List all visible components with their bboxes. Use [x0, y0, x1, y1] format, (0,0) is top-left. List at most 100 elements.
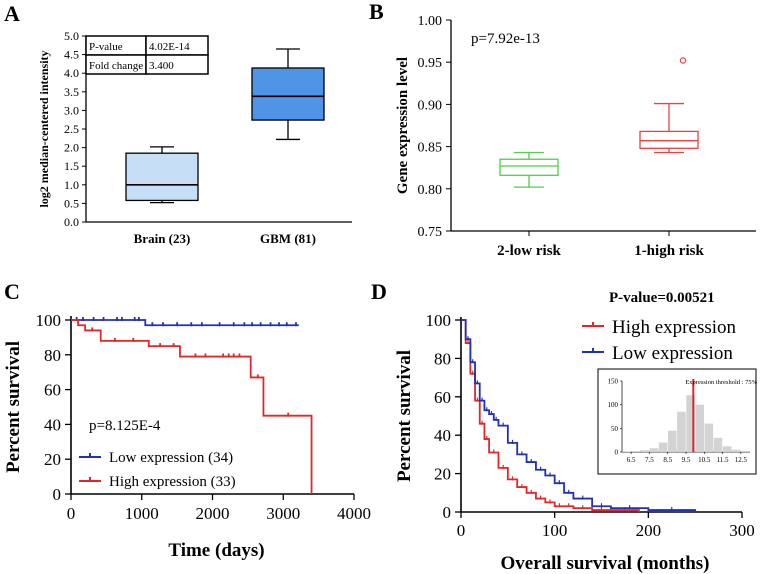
x-axis-title: Overall survival (months)	[501, 553, 710, 574]
legend-label: High expression (33)	[109, 474, 236, 490]
y-tick-label: 3.5	[64, 85, 79, 99]
y-axis-title: Percent survival	[394, 350, 415, 482]
x-tick-label: 2000	[196, 504, 230, 523]
y-tick-label: 20	[434, 465, 451, 484]
survival-curve	[71, 319, 313, 494]
legend-label: Low expression	[612, 343, 733, 364]
y-tick-label: 2.5	[64, 122, 79, 136]
p-value-annotation: P-value=0.00521	[609, 290, 715, 306]
histogram-bar	[704, 423, 714, 452]
histogram-bar	[695, 404, 704, 452]
p-value-annotation: p=8.125E-4	[89, 418, 161, 434]
y-tick-label: 1.0	[64, 178, 79, 192]
y-tick-label: 0	[443, 503, 452, 522]
y-tick-label: 0.75	[418, 225, 443, 240]
y-tick-label: 2.0	[64, 141, 79, 155]
y-tick-label: 20	[44, 450, 61, 469]
panel-c-label: C	[4, 279, 20, 304]
y-tick-label: 1.5	[64, 159, 79, 173]
x-tick-label: 3000	[266, 504, 300, 523]
y-tick-label: 40	[44, 415, 61, 434]
y-tick-label: 60	[44, 381, 61, 400]
y-axis-title: Percent survival	[3, 341, 24, 473]
x-category-label: 2-low risk	[497, 243, 561, 259]
inset-x-tick-label: 9.5	[682, 456, 691, 464]
histogram-bar	[640, 450, 650, 452]
table-label: P-value	[89, 41, 123, 53]
x-axis-title: Time (days)	[168, 540, 264, 561]
y-tick-label: 4.0	[64, 66, 79, 80]
y-tick-label: 100	[426, 311, 452, 330]
y-tick-label: 40	[434, 426, 451, 445]
histogram-bar	[649, 448, 659, 452]
box	[499, 158, 559, 176]
x-tick-label: 4000	[337, 504, 371, 523]
histogram-bar	[732, 449, 741, 452]
histogram-bar	[741, 451, 750, 452]
y-tick-label: 4.5	[64, 48, 79, 62]
histogram-bar	[677, 411, 686, 452]
inset-x-tick-label: 8.5	[663, 456, 672, 464]
inset-y-tick-label: 0	[615, 449, 619, 457]
panel-d-label: D	[371, 279, 387, 304]
x-tick-label: 0	[457, 521, 466, 540]
x-tick-label: 200	[636, 521, 662, 540]
histogram-bar	[686, 395, 695, 452]
y-tick-label: 80	[44, 346, 61, 365]
table-value: 4.02E-14	[149, 41, 190, 53]
y-tick-label: 0.80	[418, 183, 443, 198]
survival-curve	[71, 319, 299, 327]
legend-label: Low expression (34)	[109, 450, 233, 466]
outlier-point	[679, 57, 687, 64]
y-tick-label: 0.90	[418, 98, 443, 113]
y-axis-title: log2 median-centered intensity	[37, 50, 51, 207]
y-tick-label: 100	[36, 311, 62, 330]
survival-curve	[461, 319, 640, 512]
p-value-annotation: p=7.92e-13	[471, 31, 540, 47]
x-tick-label: 1000	[125, 504, 159, 523]
panel-b-label: B	[369, 0, 384, 24]
inset-y-tick-label: 100	[608, 401, 619, 409]
histogram-bar	[713, 437, 723, 452]
panel-d: D 0 20 40 60 80 100 0 100 200 300 Overall survival…	[371, 279, 758, 574]
legend-label: High expression	[612, 317, 737, 338]
panel-b: B 0.75 0.80 0.85 0.90 0.95 1.00 Gene expressio…	[369, 0, 756, 259]
panel-a: A 0.0 0.5 1.0 1.5 2.0 2.5 3.0 3.5 4.0 4.5 5.0 log2 …	[4, 1, 352, 246]
x-category-label: GBM (81)	[260, 231, 316, 246]
box	[125, 152, 199, 202]
y-tick-label: 0.95	[418, 56, 443, 71]
y-tick-label: 3.0	[64, 103, 79, 117]
inset-y-tick-label: 150	[608, 378, 619, 386]
survival-curve	[461, 319, 697, 512]
y-tick-label: 0.5	[64, 196, 79, 210]
y-tick-label: 1.00	[418, 14, 443, 29]
inset-x-tick-label: 11.5	[717, 456, 729, 464]
inset-threshold-label: Expression threshold : 75%	[685, 379, 757, 386]
x-tick-label: 300	[729, 521, 755, 540]
inset-x-tick-label: 10.5	[698, 456, 711, 464]
inset-x-tick-label: 12.5	[735, 456, 748, 464]
inset-frame	[597, 368, 757, 475]
x-tick-label: 0	[67, 504, 76, 523]
box	[639, 130, 699, 149]
y-tick-label: 0.85	[418, 141, 443, 156]
y-tick-label: 5.0	[64, 29, 79, 43]
histogram-bar	[722, 446, 732, 452]
y-axis-title: Gene expression level	[395, 57, 411, 194]
histogram-bar	[631, 451, 640, 452]
table-cell	[145, 54, 209, 75]
inset-x-tick-label: 6.5	[627, 456, 636, 464]
x-tick-label: 100	[542, 521, 568, 540]
panel-a-label: A	[4, 1, 20, 26]
inset-y-tick-label: 50	[611, 425, 619, 433]
histogram-bar	[658, 442, 668, 452]
y-tick-label: 60	[434, 388, 451, 407]
y-tick-label: 80	[434, 349, 451, 368]
y-tick-label: 0	[53, 485, 62, 504]
histogram-bar	[668, 430, 677, 452]
inset-x-tick-label: 7.5	[645, 456, 654, 464]
table-value: 3.400	[149, 60, 174, 72]
y-tick-label: 0.0	[64, 215, 79, 229]
